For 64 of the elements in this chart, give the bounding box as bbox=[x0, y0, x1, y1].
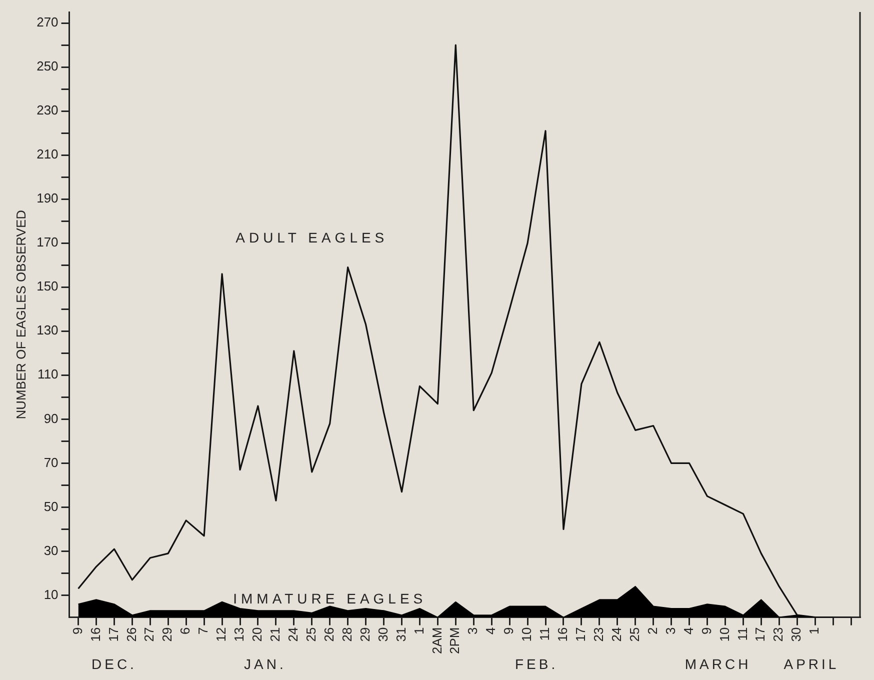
text: ADULT EAGLES bbox=[236, 230, 388, 246]
x-tick-label: 30 bbox=[375, 627, 390, 642]
x-tick-label: 7 bbox=[196, 627, 211, 635]
y-tick-label: 70 bbox=[44, 454, 58, 470]
x-tick-label: 25 bbox=[303, 627, 318, 642]
x-tick-label: 30 bbox=[788, 627, 804, 642]
x-tick-label: 21 bbox=[268, 627, 283, 642]
x-tick-label: 23 bbox=[770, 627, 786, 642]
y-axis-title: NUMBER OF EAGLES OBSERVED bbox=[13, 210, 28, 420]
y-tick-label: 110 bbox=[38, 366, 58, 382]
y-tick-label: 210 bbox=[36, 146, 58, 162]
x-tick-label: 29 bbox=[160, 627, 175, 642]
y-tick-label: 130 bbox=[36, 322, 58, 338]
y-tick-label: 190 bbox=[36, 190, 58, 206]
y-tick-label: 30 bbox=[44, 542, 58, 558]
x-tick-label: 24 bbox=[286, 627, 300, 642]
y-tick-label: 150 bbox=[36, 278, 58, 294]
x-tick-label: 1 bbox=[411, 627, 426, 635]
x-tick-label: 16 bbox=[555, 627, 570, 642]
x-tick-label: 12 bbox=[214, 627, 229, 642]
x-tick-label: 17 bbox=[573, 627, 588, 642]
x-tick-label: 3 bbox=[465, 627, 480, 635]
x-tick-label: 20 bbox=[250, 627, 265, 642]
text: FEB. bbox=[514, 656, 558, 672]
y-tick-label: 270 bbox=[36, 14, 58, 30]
x-tick-label: 16 bbox=[88, 627, 103, 642]
x-tick-label: 1 bbox=[806, 627, 822, 635]
x-tick-label: 24 bbox=[608, 627, 624, 642]
x-tick-label: 2AM bbox=[429, 627, 444, 654]
x-tick-label: 25 bbox=[626, 627, 642, 642]
y-tick-label: 90 bbox=[44, 410, 58, 426]
y-tick-label: 50 bbox=[44, 498, 58, 514]
x-tick-label: 9 bbox=[70, 627, 85, 635]
x-tick-label: 6 bbox=[178, 627, 193, 635]
y-tick-label: 170 bbox=[36, 234, 58, 250]
y-tick-label: 10 bbox=[44, 586, 58, 602]
y-tick-label: 250 bbox=[36, 58, 58, 74]
x-tick-label: 9 bbox=[698, 627, 714, 635]
x-tick-label: 26 bbox=[124, 627, 139, 642]
text: MARCH bbox=[684, 656, 752, 672]
x-tick-label: 2 bbox=[644, 627, 660, 635]
series-label: IMMATURE EAGLES bbox=[233, 590, 427, 607]
x-tick-label: 11 bbox=[537, 627, 552, 641]
x-tick-label: 9 bbox=[501, 627, 516, 635]
x-tick-label: 11 bbox=[734, 627, 750, 641]
x-tick-label: 31 bbox=[393, 627, 408, 642]
x-tick-label: 27 bbox=[142, 627, 157, 642]
x-tick-label: 26 bbox=[321, 627, 336, 642]
x-tick-label: 4 bbox=[483, 627, 498, 635]
x-tick-label: 10 bbox=[519, 627, 534, 642]
x-tick-label: 2PM bbox=[447, 627, 462, 654]
x-tick-label: 17 bbox=[752, 627, 768, 642]
x-tick-label: 3 bbox=[662, 627, 678, 635]
x-tick-label: 10 bbox=[716, 627, 732, 642]
x-tick-label: 13 bbox=[232, 627, 247, 642]
x-tick-label: 29 bbox=[357, 627, 372, 642]
x-tick-label: 4 bbox=[680, 627, 696, 635]
x-tick-label: 23 bbox=[591, 627, 606, 642]
text: DEC. bbox=[91, 656, 137, 672]
text: JAN. bbox=[244, 656, 286, 672]
y-tick-label: 230 bbox=[36, 102, 58, 118]
x-tick-label: 17 bbox=[106, 627, 121, 642]
x-tick-label: 28 bbox=[339, 627, 354, 642]
text: APRIL bbox=[784, 656, 840, 672]
